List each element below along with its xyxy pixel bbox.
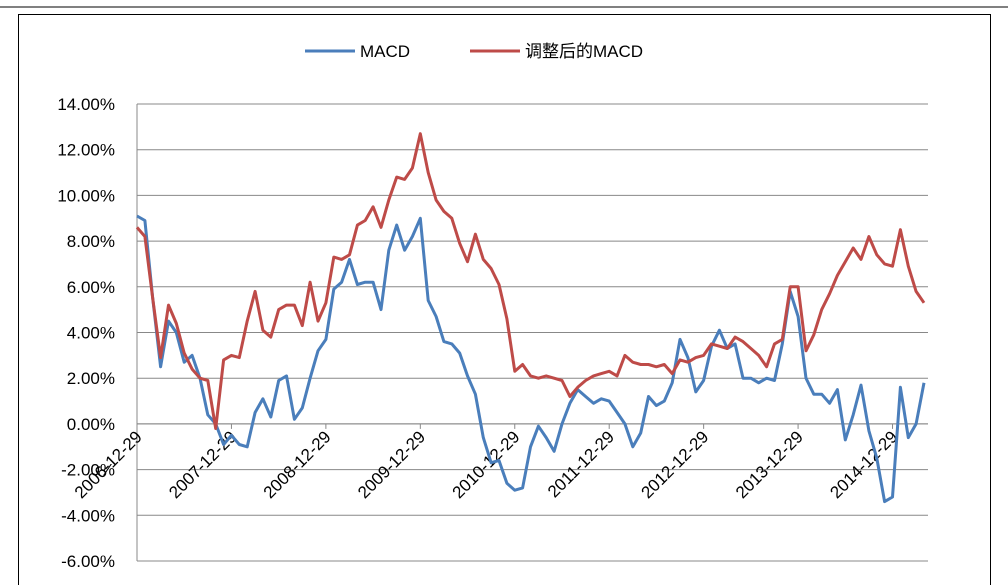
y-tick-label: 4.00% [67, 324, 115, 343]
x-tick-label: 2014-12-29 [826, 427, 901, 502]
x-tick-label: 2013-12-29 [732, 427, 807, 502]
x-tick-label: 2009-12-29 [354, 427, 429, 502]
series-line [136, 214, 926, 504]
y-tick-label: 2.00% [67, 369, 115, 388]
series-line [135, 132, 926, 430]
x-tick-label: 2010-12-29 [449, 427, 524, 502]
x-tick-label: 2011-12-29 [544, 427, 618, 501]
y-tick-label: -4.00% [61, 506, 115, 525]
legend-label: MACD [360, 42, 410, 61]
y-tick-label: -2.00% [61, 461, 115, 480]
y-tick-label: 0.00% [67, 415, 115, 434]
y-tick-label: -6.00% [61, 552, 115, 571]
chart-frame [18, 14, 991, 585]
y-tick-label: 14.00% [57, 95, 115, 114]
y-tick-label: 12.00% [57, 141, 115, 160]
legend-label: 调整后的MACD [525, 42, 643, 61]
x-tick-label: 2012-12-29 [638, 427, 713, 502]
y-tick-label: 10.00% [57, 186, 115, 205]
x-tick-label: 2008-12-29 [260, 427, 335, 502]
y-tick-label: 8.00% [67, 232, 115, 251]
y-tick-label: 6.00% [67, 278, 115, 297]
